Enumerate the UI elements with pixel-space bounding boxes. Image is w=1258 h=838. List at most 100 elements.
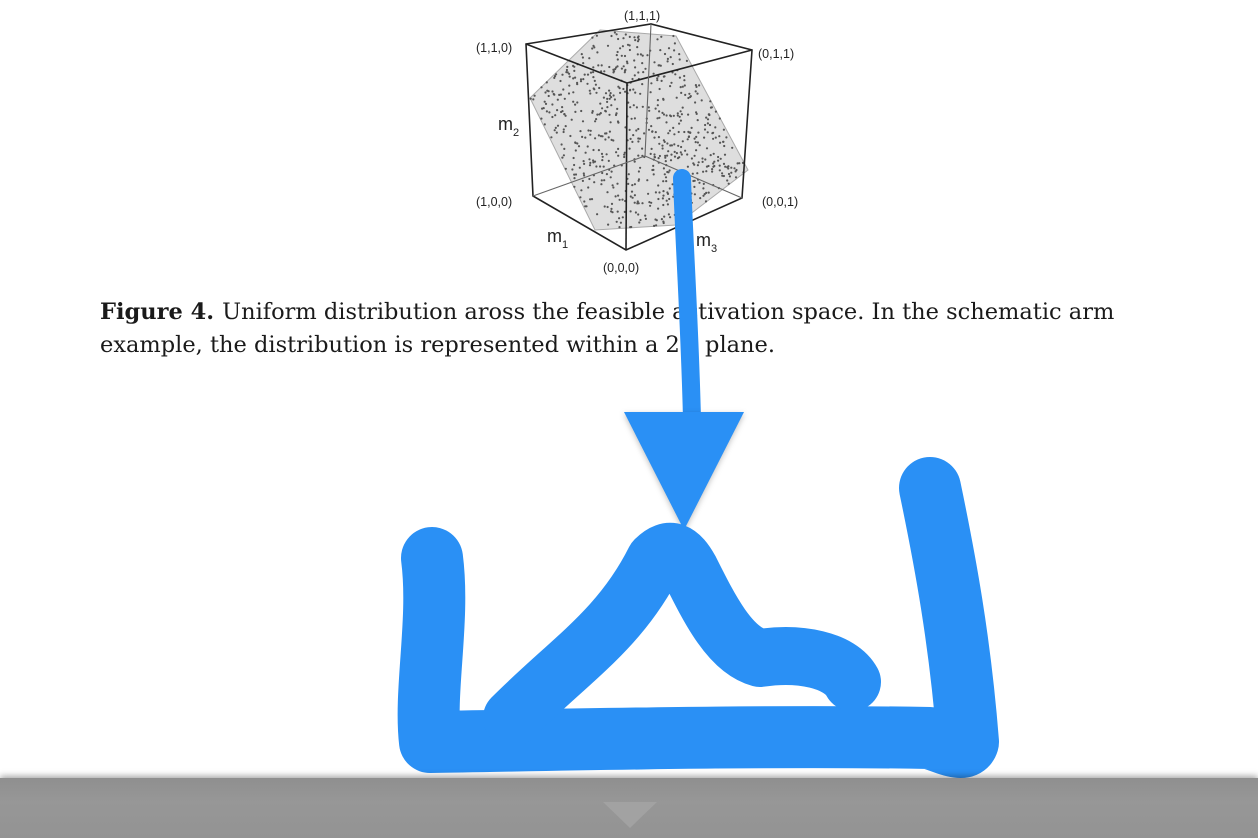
sample-dot (529, 97, 532, 100)
sample-dot (663, 75, 666, 78)
sample-dot (650, 147, 653, 150)
sample-dot (628, 44, 631, 47)
sample-dot (705, 191, 708, 194)
sample-dot (586, 145, 589, 148)
sample-dot (665, 114, 668, 117)
sample-dot (568, 84, 571, 87)
sample-dot (662, 97, 665, 100)
sample-dot (697, 131, 700, 134)
sample-dot (673, 193, 676, 196)
sample-dot (547, 94, 550, 98)
sample-dot (673, 133, 676, 136)
sample-dot (678, 194, 681, 197)
sample-dot (656, 104, 659, 107)
sample-dot (712, 165, 715, 168)
sample-dot (649, 204, 652, 207)
sample-dot (583, 73, 586, 76)
sample-dot (672, 114, 675, 117)
sample-dot (639, 92, 642, 95)
sample-dot (637, 127, 640, 131)
sample-dot (588, 177, 591, 181)
sample-dot (659, 49, 662, 52)
axis-subscript: 1 (562, 239, 568, 251)
sample-dot (706, 118, 710, 121)
sample-dot (707, 164, 710, 168)
sample-dot (639, 53, 643, 56)
sample-dot (592, 159, 595, 162)
sample-dot (574, 149, 577, 152)
sample-dot (636, 202, 639, 205)
sample-dot (574, 103, 577, 106)
sample-dot (664, 154, 667, 157)
sample-dot (736, 162, 739, 165)
sample-dot (616, 107, 619, 110)
sample-dot (596, 51, 599, 54)
sample-dot (705, 170, 708, 173)
sample-dot (667, 150, 670, 153)
sample-dot (560, 143, 563, 146)
sample-dot (686, 153, 689, 156)
sample-dot (696, 141, 700, 144)
sample-dot (581, 135, 584, 138)
sample-dot (727, 182, 730, 185)
sample-dot (667, 47, 671, 50)
sample-dot (553, 129, 556, 132)
sample-dot (666, 170, 669, 174)
sample-dot (702, 187, 705, 190)
sample-dot (675, 152, 679, 155)
sample-dots (529, 31, 745, 229)
sample-dot (669, 56, 672, 59)
sample-dot (584, 151, 587, 154)
sample-dot (712, 152, 715, 155)
sample-dot (721, 174, 724, 177)
sample-dot (588, 57, 591, 60)
sample-dot (719, 157, 722, 160)
sample-dot (613, 31, 617, 34)
sample-dot (608, 94, 612, 97)
sample-dot (693, 163, 696, 166)
chevron-down-icon[interactable] (603, 802, 657, 828)
sample-dot (718, 135, 721, 138)
sample-dot (606, 97, 609, 100)
sample-dot (704, 123, 707, 127)
sample-dot (722, 174, 726, 178)
document-page: (1,1,1) (1,1,0) (0,1,1) (1,0,0) (0,0,1) … (100, 9, 1115, 358)
sample-dot (623, 151, 626, 154)
sample-dot (647, 128, 651, 131)
sample-dot (562, 154, 566, 157)
sample-dot (617, 154, 620, 157)
sample-dot (606, 44, 610, 47)
sample-dot (664, 176, 668, 179)
sample-dot (613, 164, 616, 167)
sample-dot (595, 91, 598, 94)
sample-dot (662, 220, 665, 223)
sample-dot (688, 92, 691, 95)
cube-hidden-edge (644, 23, 652, 157)
axis-label-m2: m2 (498, 114, 519, 139)
sample-dot (661, 147, 664, 150)
sample-dot (582, 172, 585, 175)
sample-dot (668, 129, 672, 132)
sample-dot (717, 155, 720, 159)
sample-dot (700, 99, 703, 102)
sample-dot (657, 75, 660, 78)
sample-dot (660, 35, 663, 38)
sample-dot (648, 201, 651, 204)
sample-dot (566, 65, 569, 68)
sample-dot (643, 132, 646, 135)
sample-dot (540, 86, 543, 89)
sample-dot (602, 165, 605, 168)
sample-dot (634, 91, 637, 94)
sample-dot (644, 217, 648, 220)
sample-dot (587, 129, 590, 132)
sample-dot (600, 64, 603, 67)
sample-dot (590, 198, 594, 201)
sample-dot (533, 94, 536, 97)
viewer-bottom-bar[interactable] (0, 778, 1258, 838)
sample-dot (624, 33, 627, 36)
sample-dot (601, 155, 604, 158)
sample-dot (683, 213, 686, 216)
sample-dot (603, 70, 606, 73)
sample-dot (662, 180, 665, 183)
sample-dot (591, 110, 594, 113)
